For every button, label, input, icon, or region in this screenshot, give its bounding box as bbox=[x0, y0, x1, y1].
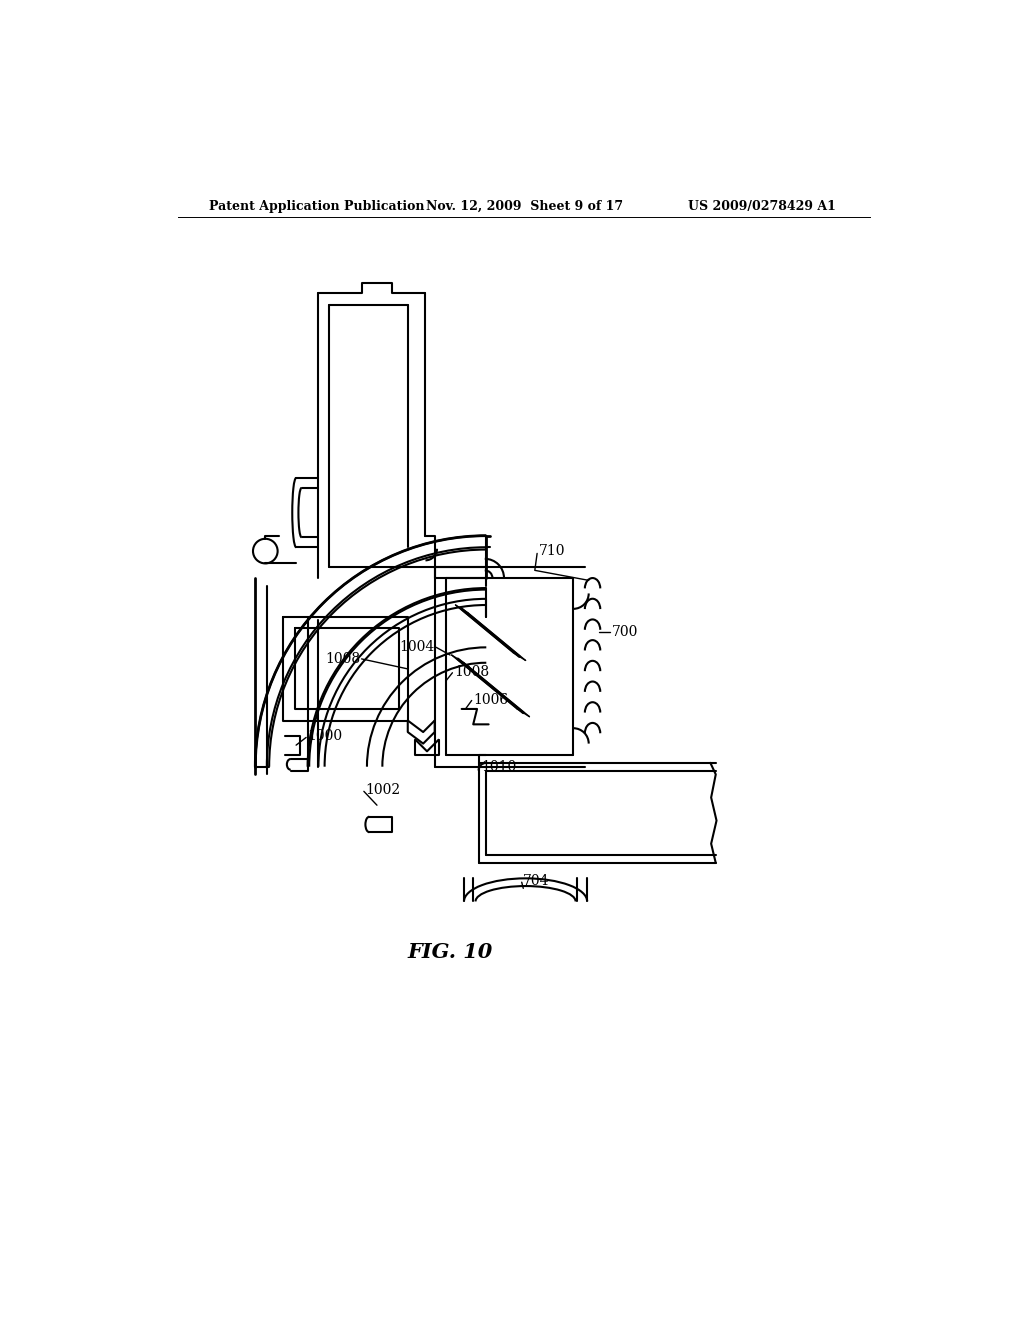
Text: Nov. 12, 2009  Sheet 9 of 17: Nov. 12, 2009 Sheet 9 of 17 bbox=[426, 199, 624, 213]
Text: 1008: 1008 bbox=[325, 652, 360, 665]
Text: FIG. 10: FIG. 10 bbox=[408, 941, 493, 961]
Text: 1004: 1004 bbox=[399, 640, 435, 655]
Text: 700: 700 bbox=[611, 624, 638, 639]
Text: 710: 710 bbox=[539, 544, 565, 558]
Text: 1002: 1002 bbox=[366, 783, 400, 797]
Text: 704: 704 bbox=[523, 874, 550, 887]
Text: 1010: 1010 bbox=[481, 760, 516, 774]
Text: 1000: 1000 bbox=[307, 729, 343, 743]
Text: 1006: 1006 bbox=[473, 693, 508, 706]
Text: Patent Application Publication: Patent Application Publication bbox=[209, 199, 425, 213]
Text: 1008: 1008 bbox=[454, 665, 489, 678]
Text: US 2009/0278429 A1: US 2009/0278429 A1 bbox=[688, 199, 836, 213]
